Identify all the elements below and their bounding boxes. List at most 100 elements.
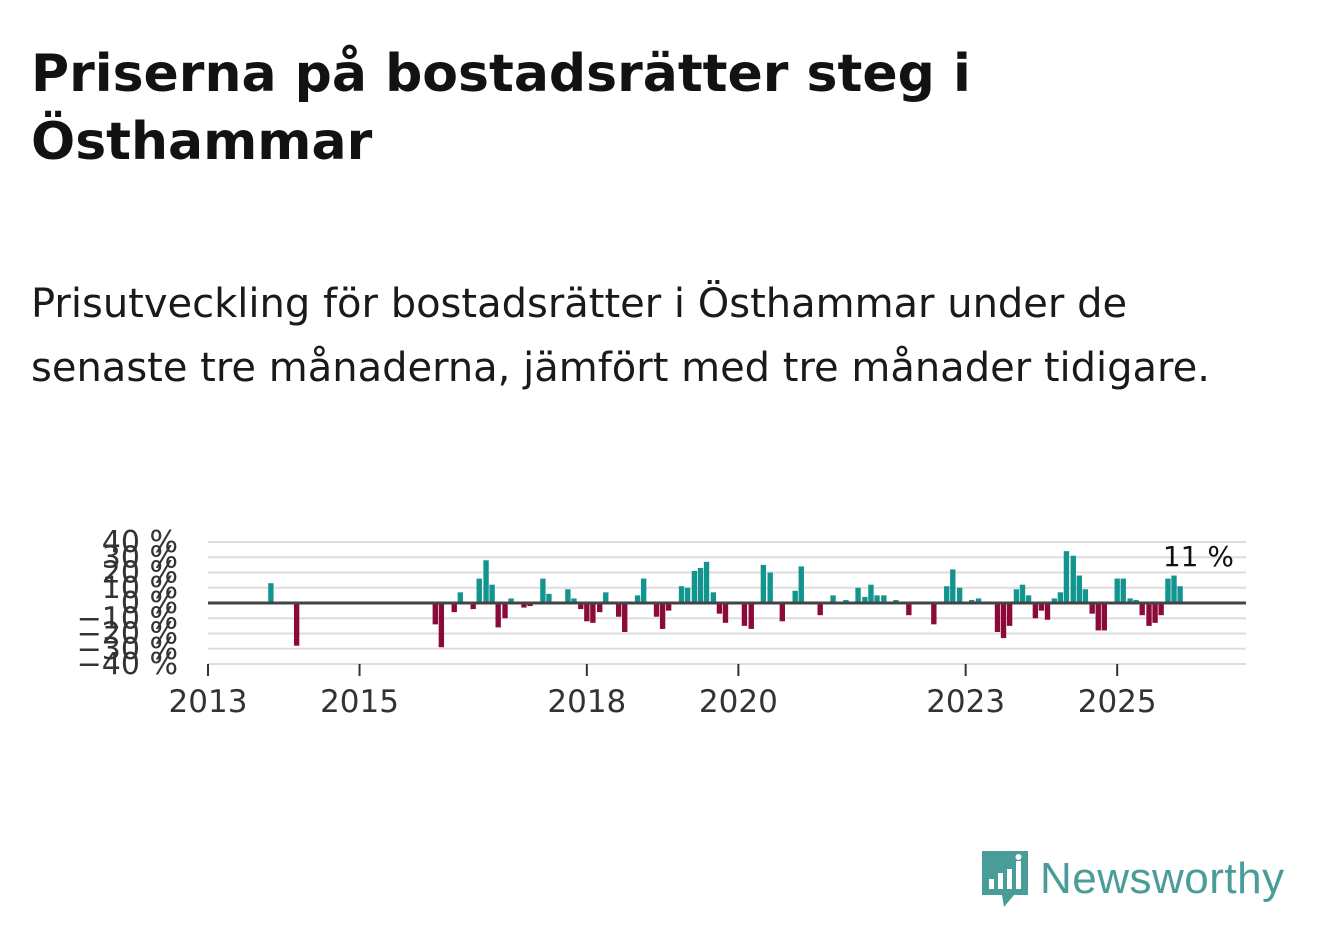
bar <box>1038 603 1045 611</box>
bar <box>874 595 880 603</box>
bar <box>508 598 514 603</box>
bar <box>451 603 457 613</box>
bar <box>438 603 445 648</box>
bar <box>881 595 887 603</box>
bar <box>502 603 508 619</box>
brand-name: Newsworthy <box>1040 854 1285 903</box>
y-tick-label: 10 % <box>102 571 178 606</box>
bar <box>665 603 672 611</box>
bar <box>868 584 874 603</box>
bar <box>1082 589 1089 603</box>
y-tick-label: 30 % <box>102 540 178 575</box>
bar <box>855 587 861 603</box>
bar <box>710 592 717 603</box>
bar <box>457 592 463 603</box>
bar <box>703 561 710 603</box>
bar <box>1095 603 1101 631</box>
x-axis: 2013 2015 2018 2020 2023 2025 <box>169 664 1157 720</box>
bar <box>268 583 274 603</box>
bar <box>678 586 685 603</box>
bar <box>760 564 767 603</box>
bar <box>603 592 609 603</box>
bar <box>843 599 849 603</box>
bar <box>1019 584 1026 603</box>
bar <box>779 603 785 622</box>
bar <box>1006 603 1013 626</box>
chart-subtitle: Prisutveckling för bostadsrätter i Östha… <box>31 281 1210 391</box>
y-tick-label: −20 % <box>77 617 178 652</box>
bar <box>1114 578 1120 603</box>
bar <box>1089 603 1095 614</box>
x-tick-label: 2015 <box>320 684 399 720</box>
bar <box>584 603 590 622</box>
bar <box>293 603 300 646</box>
y-tick-label: −40 % <box>77 647 178 682</box>
x-tick-label: 2023 <box>926 684 1005 720</box>
bars <box>268 551 1183 648</box>
chart-title: Priserna på bostadsrätter steg i Östhamm… <box>31 44 971 172</box>
bar <box>590 603 596 623</box>
bar <box>1063 551 1070 603</box>
x-tick-label: 2020 <box>699 684 778 720</box>
bar <box>578 603 584 610</box>
bar <box>597 603 603 613</box>
bar <box>931 603 937 625</box>
bar <box>634 595 641 603</box>
bar <box>893 599 899 603</box>
bar <box>1032 603 1039 619</box>
last-value-label: 11 % <box>1163 540 1234 573</box>
bar <box>716 603 723 614</box>
bar <box>1070 555 1076 603</box>
bar <box>956 587 963 603</box>
bar <box>521 603 527 608</box>
bar <box>615 603 622 617</box>
bar <box>659 603 666 629</box>
bar <box>622 603 628 632</box>
bar <box>1158 603 1164 616</box>
bar <box>969 599 975 603</box>
bar-chart: 40 %30 %20 %10 %0 %−10 %−20 %−30 %−40 % … <box>77 525 1246 720</box>
bar <box>1000 603 1007 639</box>
y-tick-label: 20 % <box>102 556 178 591</box>
bar <box>527 603 533 607</box>
y-tick-label: −30 % <box>77 632 178 667</box>
bar <box>862 596 868 603</box>
bar <box>830 595 836 603</box>
x-tick-label: 2025 <box>1078 684 1157 720</box>
newsworthy-logo: Newsworthy <box>980 848 1285 910</box>
bar <box>1057 592 1064 603</box>
bar <box>1165 578 1171 603</box>
bar <box>495 603 501 628</box>
y-tick-label: 0 % <box>121 586 178 621</box>
bar <box>640 578 647 603</box>
bar <box>792 590 798 603</box>
newsworthy-logo-icon <box>982 851 1028 907</box>
bar <box>476 578 482 603</box>
bar <box>975 598 982 603</box>
bar <box>1051 598 1057 603</box>
bar <box>1146 603 1152 626</box>
bar <box>1013 589 1020 603</box>
y-axis: 40 %30 %20 %10 %0 %−10 %−20 %−30 %−40 % <box>77 525 178 682</box>
bar <box>483 560 489 603</box>
bar <box>817 603 823 616</box>
bar <box>950 569 956 603</box>
bar <box>1139 603 1145 616</box>
bar <box>748 603 754 629</box>
bar <box>944 586 950 603</box>
bar <box>546 593 552 603</box>
bar <box>489 584 495 603</box>
bar <box>767 572 773 603</box>
bar <box>1127 598 1133 603</box>
bar <box>1044 603 1051 620</box>
bar <box>1133 599 1139 603</box>
bar <box>1171 575 1177 603</box>
bar <box>741 603 748 626</box>
y-tick-label: 40 % <box>102 525 178 560</box>
bar <box>691 570 698 603</box>
bar <box>994 603 1001 632</box>
bar <box>1076 575 1082 603</box>
bar <box>1025 595 1032 603</box>
bar <box>906 603 912 616</box>
bar <box>432 603 438 625</box>
